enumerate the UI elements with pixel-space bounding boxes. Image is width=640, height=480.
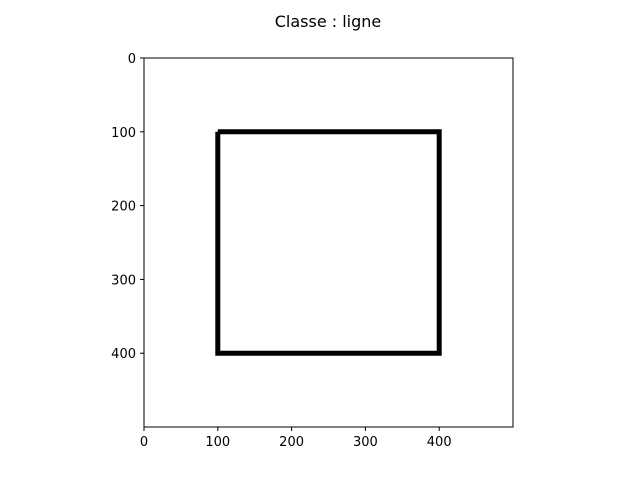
x-tick-label: 100 bbox=[205, 435, 230, 450]
y-axis: 0 100 200 300 400 bbox=[111, 52, 144, 362]
y-tick-label: 400 bbox=[111, 347, 136, 362]
y-tick-label: 300 bbox=[111, 273, 136, 288]
series-line-0 bbox=[215, 129, 442, 356]
x-tick-label: 300 bbox=[353, 435, 378, 450]
x-axis: 0 100 200 300 400 bbox=[140, 427, 452, 450]
axes-frame bbox=[143, 57, 514, 428]
y-tick-label: 200 bbox=[111, 200, 136, 215]
plot-area bbox=[143, 57, 514, 428]
x-tick-label: 400 bbox=[427, 435, 452, 450]
y-tick-label: 100 bbox=[111, 126, 136, 141]
x-tick-label: 0 bbox=[140, 435, 148, 450]
chart-title: Classe : ligne bbox=[275, 12, 382, 31]
y-tick-label: 0 bbox=[128, 52, 136, 67]
series-layer bbox=[215, 129, 442, 356]
x-tick-label: 200 bbox=[279, 435, 304, 450]
